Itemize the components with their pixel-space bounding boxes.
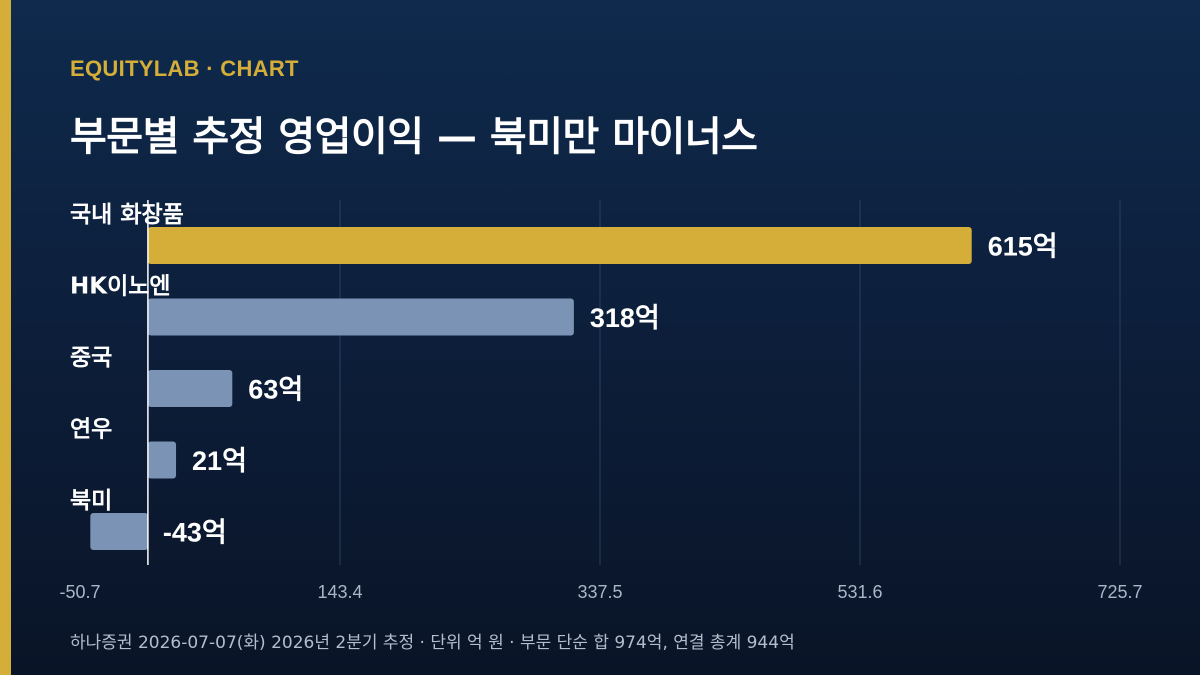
accent-bar <box>0 0 11 675</box>
value-label: 21억 <box>192 446 247 476</box>
brand-label: EQUITYLAB · CHART <box>70 56 299 81</box>
bar <box>147 370 233 407</box>
value-label: -43억 <box>163 518 227 548</box>
category-label: HK이노엔 <box>70 274 171 300</box>
bar <box>147 441 177 479</box>
x-tick-label: 337.5 <box>577 582 622 602</box>
category-label: 국내 화장품 <box>70 202 184 228</box>
value-label: 63억 <box>248 375 303 405</box>
category-label: 북미 <box>70 488 112 514</box>
x-tick-label: 725.7 <box>1097 582 1142 602</box>
category-label: 중국 <box>70 345 112 371</box>
x-tick-label: 143.4 <box>317 582 362 602</box>
bar <box>147 298 574 336</box>
x-tick-label: 531.6 <box>837 582 882 602</box>
category-label: 연우 <box>70 417 112 443</box>
bar <box>147 227 972 264</box>
source-footnote: 하나증권 2026-07-07(화) 2026년 2분기 추정 · 단위 억 원… <box>70 633 795 653</box>
bar <box>90 513 148 550</box>
value-label: 615억 <box>988 232 1058 262</box>
x-tick-label: -50.7 <box>59 582 100 602</box>
chart-title: 부문별 추정 영업이익 — 북미만 마이너스 <box>70 114 758 160</box>
value-label: 318억 <box>590 303 660 333</box>
